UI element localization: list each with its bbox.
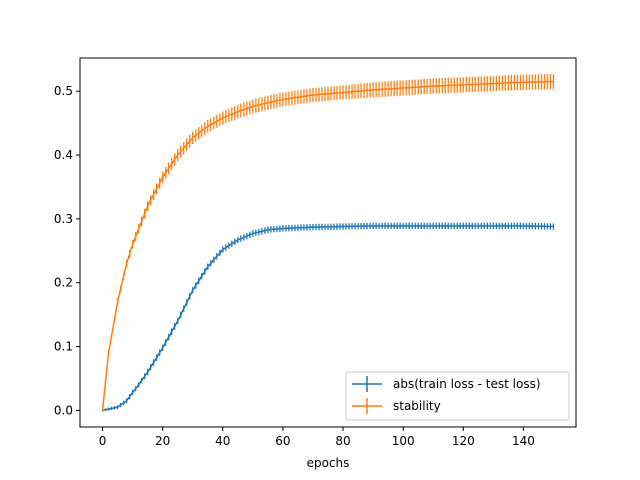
- y-axis-ticks: 0.0 0.1 0.2 0.3 0.4 0.5: [54, 84, 80, 417]
- y-tick-label: 0.1: [54, 340, 73, 354]
- series-1-line: [102, 225, 554, 412]
- y-tick-label: 0.2: [54, 276, 73, 290]
- series-2: [101, 73, 555, 412]
- legend-label: stability: [393, 399, 441, 413]
- y-tick-label: 0.0: [54, 403, 73, 417]
- legend-entries: abs(train loss - test loss) stability: [352, 376, 541, 414]
- x-axis-label: epochs: [307, 456, 350, 470]
- y-tick-label: 0.4: [54, 148, 73, 162]
- plot-area: [79, 57, 577, 428]
- legend-label: abs(train loss - test loss): [393, 377, 541, 391]
- series-2-line: [101, 80, 554, 411]
- legend-entry-2: stability: [352, 398, 441, 414]
- legend: abs(train loss - test loss) stability: [345, 371, 570, 421]
- x-tick-label: 100: [392, 434, 415, 448]
- x-tick-label: 120: [452, 434, 475, 448]
- series-1: [101, 222, 555, 412]
- x-tick-label: 20: [155, 434, 170, 448]
- x-tick-label: 0: [99, 434, 107, 448]
- legend-entry-1: abs(train loss - test loss): [352, 376, 541, 392]
- y-tick-label: 0.5: [54, 84, 73, 98]
- x-tick-label: 140: [512, 434, 535, 448]
- legend-box: [345, 371, 570, 421]
- y-tick-label: 0.3: [54, 212, 73, 226]
- series-2-errorbars: [101, 73, 555, 412]
- x-tick-label: 80: [335, 434, 350, 448]
- x-axis-ticks: 0 20 40 60 80 100 120 140: [99, 427, 535, 448]
- series-layer: [101, 73, 555, 412]
- x-tick-label: 60: [275, 434, 290, 448]
- axes-frame: [79, 57, 577, 428]
- x-tick-label: 40: [215, 434, 230, 448]
